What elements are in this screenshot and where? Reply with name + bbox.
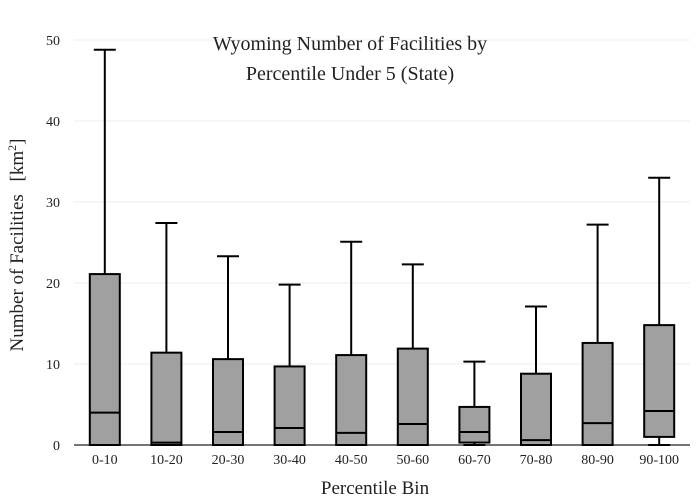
y-tick-label: 40 xyxy=(46,115,60,130)
box-90-100 xyxy=(643,176,676,446)
box-50-60 xyxy=(396,263,429,446)
x-tick-label: 70-80 xyxy=(520,453,553,468)
y-tick-label: 30 xyxy=(46,196,60,211)
iqr-box xyxy=(335,354,368,446)
x-axis-label: Percentile Bin xyxy=(321,478,430,499)
x-tick-label: 80-90 xyxy=(581,453,614,468)
iqr-box xyxy=(273,365,306,446)
y-axis-label: Number of Facilities [km2] xyxy=(5,139,28,352)
x-tick-label: 20-30 xyxy=(212,453,245,468)
box-0-10 xyxy=(88,48,121,446)
y-axis-label-unit: [km2] xyxy=(5,139,28,182)
labels: Wyoming Number of Facilities by Percenti… xyxy=(5,33,487,499)
iqr-box xyxy=(396,347,429,446)
box-70-80 xyxy=(520,305,552,446)
box-60-70 xyxy=(458,360,491,446)
iqr-box xyxy=(520,372,552,446)
box-10-20 xyxy=(150,222,183,446)
y-tick-label: 10 xyxy=(46,358,60,373)
chart-title-line-2: Percentile Under 5 (State) xyxy=(246,63,454,85)
boxes xyxy=(88,48,676,447)
iqr-box xyxy=(150,351,183,446)
x-tick-label: 90-100 xyxy=(639,453,679,468)
iqr-box xyxy=(458,405,491,444)
y-axis-label-text: Number of Facilities xyxy=(7,194,28,351)
iqr-box xyxy=(212,358,244,447)
x-tick-label: 40-50 xyxy=(335,453,368,468)
iqr-box xyxy=(643,324,676,438)
y-tick-label: 20 xyxy=(46,277,60,292)
box-30-40 xyxy=(273,283,306,446)
iqr-box xyxy=(88,273,121,446)
iqr-box xyxy=(581,341,614,446)
y-tick-label: 0 xyxy=(53,439,60,454)
box-20-30 xyxy=(212,255,244,447)
x-tick-label: 30-40 xyxy=(273,453,306,468)
chart-title-line-1: Wyoming Number of Facilities by xyxy=(213,33,487,55)
box-80-90 xyxy=(581,223,614,446)
x-tick-label: 0-10 xyxy=(92,453,118,468)
x-tick-label: 60-70 xyxy=(458,453,491,468)
x-tick-label: 50-60 xyxy=(396,453,429,468)
x-tick-label: 10-20 xyxy=(150,453,183,468)
box-40-50 xyxy=(335,240,368,446)
y-tick-label: 50 xyxy=(46,34,60,49)
